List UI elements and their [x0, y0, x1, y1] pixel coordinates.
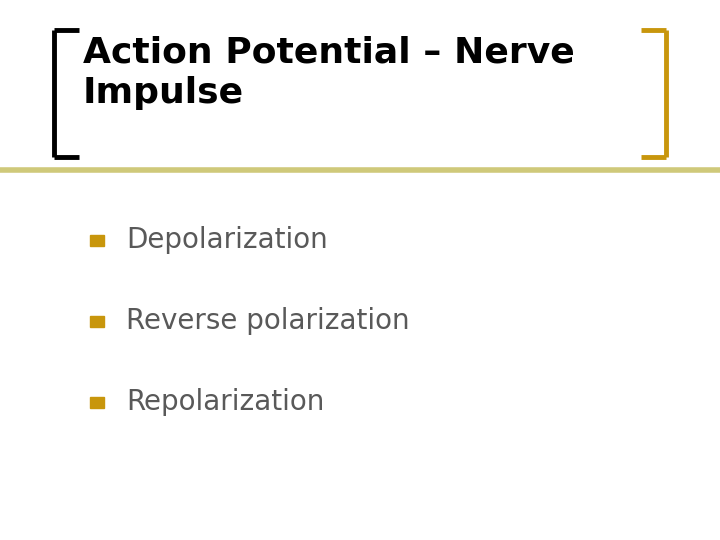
FancyBboxPatch shape — [90, 235, 104, 246]
FancyBboxPatch shape — [90, 397, 104, 408]
Text: Repolarization: Repolarization — [126, 388, 325, 416]
Text: Action Potential – Nerve
Impulse: Action Potential – Nerve Impulse — [83, 35, 575, 110]
Text: Reverse polarization: Reverse polarization — [126, 307, 410, 335]
FancyBboxPatch shape — [90, 316, 104, 327]
Text: Depolarization: Depolarization — [126, 226, 328, 254]
